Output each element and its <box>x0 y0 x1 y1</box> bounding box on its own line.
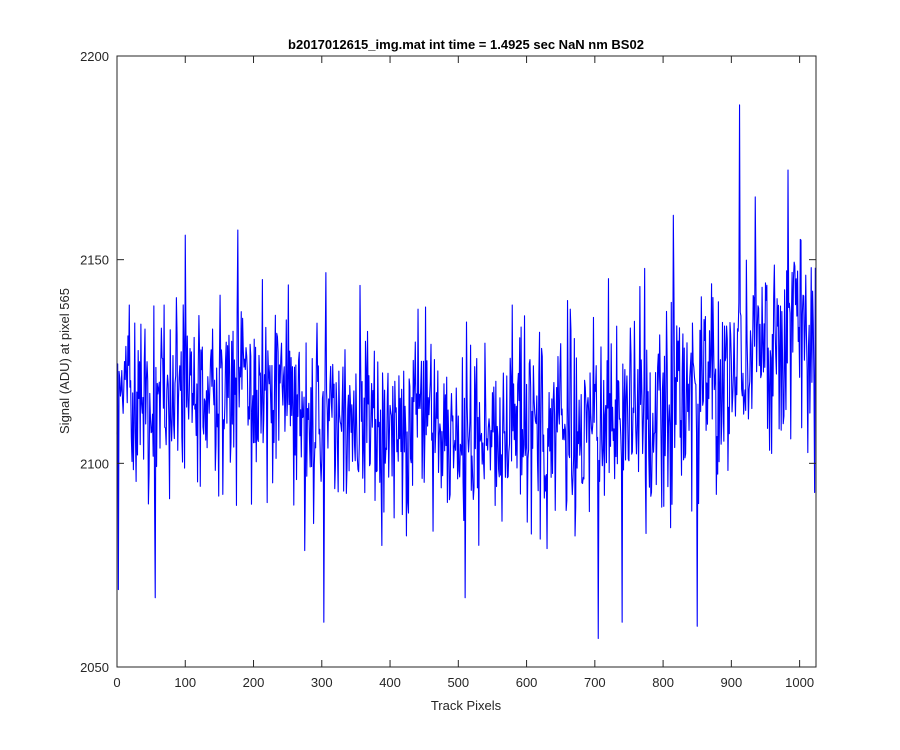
x-tick-label: 1000 <box>785 675 814 690</box>
x-tick-label: 800 <box>652 675 674 690</box>
series-line <box>116 104 816 640</box>
axes-box <box>116 55 817 668</box>
y-axis-title: Signal (ADU) at pixel 565 <box>57 288 72 434</box>
x-tick-label: 500 <box>447 675 469 690</box>
ticks-layer: 0 100 200 300 400 500 600 700 800 900 1000 2050 2100… <box>80 49 816 690</box>
x-tick-label: 700 <box>584 675 606 690</box>
x-tick-label: 600 <box>516 675 538 690</box>
x-tick-label: 900 <box>721 675 743 690</box>
x-tick-label: 0 <box>113 675 120 690</box>
x-tick-label: 300 <box>311 675 333 690</box>
x-tick-label: 100 <box>174 675 196 690</box>
y-tick-label: 2050 <box>80 660 109 675</box>
series-layer <box>116 104 816 640</box>
x-tick-label: 400 <box>379 675 401 690</box>
y-tick-label: 2100 <box>80 456 109 471</box>
y-tick-label: 2150 <box>80 253 109 268</box>
chart-title: b2017012615_img.mat int time = 1.4925 se… <box>288 37 644 52</box>
y-tick-label: 2200 <box>80 49 109 64</box>
axes-layer <box>116 55 817 668</box>
x-tick-label: 200 <box>243 675 265 690</box>
x-axis-title: Track Pixels <box>431 698 502 713</box>
